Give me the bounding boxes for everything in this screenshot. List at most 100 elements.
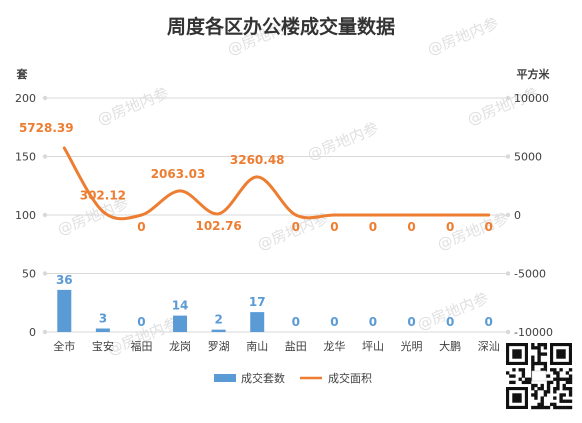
x-category-label: 坪山 — [362, 340, 384, 353]
qr-module — [559, 393, 563, 397]
qr-module — [546, 390, 551, 394]
grid-line-marker — [505, 95, 511, 101]
x-category-label: 大鹏 — [439, 339, 461, 353]
qr-module — [543, 352, 548, 356]
grid-line-marker — [505, 154, 511, 159]
qr-logo — [531, 370, 547, 382]
qr-module — [540, 352, 544, 356]
qr-module — [546, 374, 551, 378]
qr-module — [568, 380, 573, 385]
grid-line-marker — [42, 271, 48, 276]
qr-module — [521, 368, 526, 372]
qr-module — [528, 377, 532, 381]
bar-data-label: 17 — [249, 295, 266, 309]
qr-module — [506, 371, 510, 375]
qr-module — [546, 387, 551, 391]
qr-finder — [512, 349, 522, 359]
line-data-label: 2063.03 — [151, 167, 206, 181]
qr-module — [556, 371, 560, 375]
qr-module — [540, 343, 544, 347]
qr-module — [556, 383, 560, 388]
qr-module — [543, 390, 548, 394]
qr-module — [565, 380, 570, 385]
qr-module — [556, 405, 560, 410]
qr-module — [540, 396, 544, 400]
qr-module — [562, 405, 566, 410]
x-category-label: 南山 — [246, 340, 268, 353]
qr-module — [537, 361, 541, 366]
qr-module — [534, 390, 538, 394]
qr-module — [565, 371, 570, 375]
qr-module — [550, 368, 554, 372]
qr-module — [543, 368, 548, 372]
bar-data-label: 0 — [407, 315, 415, 329]
qr-module — [568, 387, 573, 391]
line-data-label: 0 — [446, 220, 454, 234]
qr-module — [531, 365, 535, 369]
qr-module — [553, 371, 557, 375]
line-path — [62, 146, 491, 221]
qr-module — [521, 374, 526, 378]
qr-module — [550, 402, 554, 407]
qr-module — [512, 368, 516, 372]
qr-module — [559, 399, 563, 403]
qr-module — [562, 387, 566, 391]
y-left-tick-label: 200 — [15, 92, 36, 105]
qr-finder — [556, 349, 566, 359]
qr-module — [534, 346, 538, 350]
chart-title: 周度各区办公楼成交量数据 — [167, 15, 395, 38]
bar-data-label: 0 — [446, 315, 454, 329]
qr-module — [556, 374, 560, 378]
watermark-text: @房地内参 — [465, 84, 541, 129]
x-category-label: 罗湖 — [208, 340, 230, 353]
bar — [173, 315, 188, 332]
qr-module — [518, 368, 522, 372]
qr-module — [568, 405, 573, 410]
qr-module — [546, 383, 551, 388]
qr-module — [534, 405, 538, 410]
line-data-label: 102.76 — [195, 219, 241, 233]
grid-line-marker — [505, 212, 511, 218]
qr-module — [534, 396, 538, 400]
qr-module — [521, 380, 526, 385]
qr-module — [568, 377, 573, 381]
qr-module — [559, 368, 563, 372]
line-data-label: 0 — [369, 220, 377, 234]
qr-module — [559, 396, 563, 400]
qr-module — [537, 343, 541, 347]
qr-module — [540, 383, 544, 388]
qr-module — [568, 399, 573, 403]
qr-module — [553, 396, 557, 400]
y-left-axis-label: 套 — [17, 67, 29, 81]
qr-module — [562, 399, 566, 403]
qr-module — [512, 374, 516, 378]
line-data-labels: 5728.39 302.12 0 2063.03 102.76 3260.48 0 0 0 0 0 0 — [19, 121, 493, 234]
qr-module — [540, 361, 544, 366]
qr-module — [553, 405, 557, 410]
bar-data-label: 0 — [485, 315, 493, 329]
bar-data-label: 14 — [172, 299, 189, 313]
y-right-tick-label: 5000 — [514, 151, 542, 164]
qr-module — [553, 368, 557, 372]
bar-series — [57, 289, 265, 332]
qr-module — [565, 387, 570, 391]
qr-module — [528, 380, 532, 385]
bar — [57, 289, 72, 332]
qr-code-image — [506, 343, 573, 410]
qr-module — [531, 355, 535, 359]
y-right-ticks: -10000 -5000 0 5000 10000 — [514, 92, 553, 339]
qr-module — [537, 346, 541, 350]
qr-module — [559, 405, 563, 410]
qr-module — [531, 368, 535, 372]
qr-module — [537, 349, 541, 353]
qr-module — [565, 405, 570, 410]
qr-module — [537, 405, 541, 410]
line-data-label: 5728.39 — [19, 121, 74, 135]
grid-line-marker — [505, 271, 511, 276]
line-data-label: 0 — [407, 220, 415, 234]
qr-module — [531, 387, 535, 391]
qr-module — [534, 361, 538, 366]
x-category-label: 龙岗 — [169, 340, 191, 353]
qr-module — [509, 374, 513, 378]
bar-data-label: 0 — [369, 315, 377, 329]
